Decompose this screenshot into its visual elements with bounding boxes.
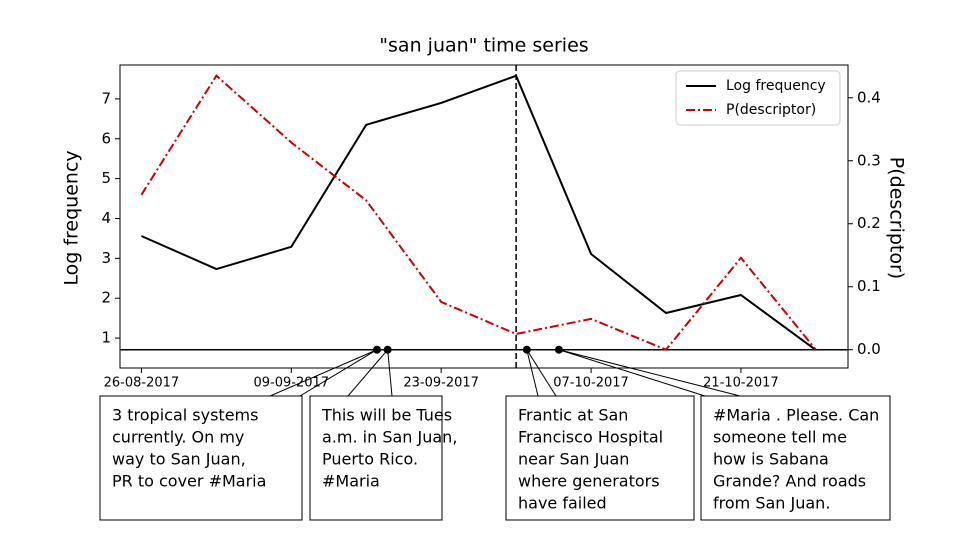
callout-line	[558, 349, 741, 397]
annotation-box	[309, 395, 443, 521]
y2-axis-label: P(descriptor)	[886, 157, 908, 279]
callout-line	[526, 349, 539, 397]
annotation-point	[383, 345, 392, 354]
legend-label: P(descriptor)	[726, 102, 816, 118]
y2-tick-label: 0.2	[857, 214, 881, 232]
chart-title: "san juan" time series	[379, 35, 588, 57]
x-tick-label: 21-10-2017	[703, 376, 779, 391]
annotation-text: where generators	[518, 472, 660, 491]
annotation-point	[372, 345, 381, 354]
annotation-text: how is Sabana	[713, 450, 829, 469]
callout-line	[387, 349, 393, 397]
plot-frame	[119, 64, 849, 369]
legend-box	[675, 70, 841, 126]
y-tick-label: 5	[101, 169, 111, 187]
annotation-text: Frantic at San	[518, 406, 628, 425]
callout-line	[347, 349, 389, 397]
annotation-text: currently. On my	[112, 428, 244, 447]
y-tick-label: 4	[101, 209, 111, 227]
y-tick-label: 7	[101, 89, 111, 107]
y2-tick-label: 0.4	[857, 88, 881, 106]
annotation-text: someone tell me	[713, 428, 847, 447]
annotation-text: way to San Juan,	[112, 450, 246, 469]
y-tick-label: 1	[101, 329, 111, 347]
annotation-text: This will be Tues	[321, 406, 452, 425]
annotation-point	[522, 345, 531, 354]
y2-tick-label: 0.3	[857, 151, 881, 169]
x-tick-label: 23-09-2017	[403, 376, 479, 391]
y-tick-label: 2	[101, 289, 111, 307]
annotation-text: PR to cover #Maria	[112, 472, 266, 491]
annotation-text: near San Juan	[518, 450, 629, 469]
callout-line	[299, 349, 378, 397]
y-tick-label: 6	[101, 129, 111, 147]
y2-tick-label: 0.0	[857, 340, 881, 358]
legend-label: Log frequency	[726, 78, 826, 94]
x-tick-label: 09-09-2017	[254, 376, 330, 391]
y-tick-label: 3	[101, 249, 111, 267]
y2-tick-label: 0.1	[857, 277, 881, 295]
annotation-text: 3 tropical systems	[112, 406, 258, 425]
x-tick-label: 07-10-2017	[553, 376, 629, 391]
callout-line	[558, 349, 706, 397]
annotation-text: have failed	[518, 494, 607, 513]
annotation-box	[99, 395, 303, 521]
annotation-text: Grande? And roads	[713, 472, 866, 491]
annotation-text: #Maria	[322, 472, 380, 491]
annotation-text: Puerto Rico.	[322, 450, 418, 469]
annotation-text: Francisco Hospital	[518, 428, 663, 447]
series-line	[140, 74, 817, 351]
callout-line	[526, 349, 557, 397]
annotation-text: a.m. in San Juan,	[322, 428, 457, 447]
annotation-text: from San Juan.	[713, 494, 830, 513]
annotation-point	[554, 345, 563, 354]
annotation-box	[700, 395, 891, 521]
x-tick-label: 26-08-2017	[104, 376, 180, 391]
annotation-text: #Maria . Please. Can	[713, 406, 879, 425]
annotation-box	[505, 395, 695, 521]
callout-line	[269, 349, 378, 397]
y-axis-label: Log frequency	[61, 150, 83, 285]
